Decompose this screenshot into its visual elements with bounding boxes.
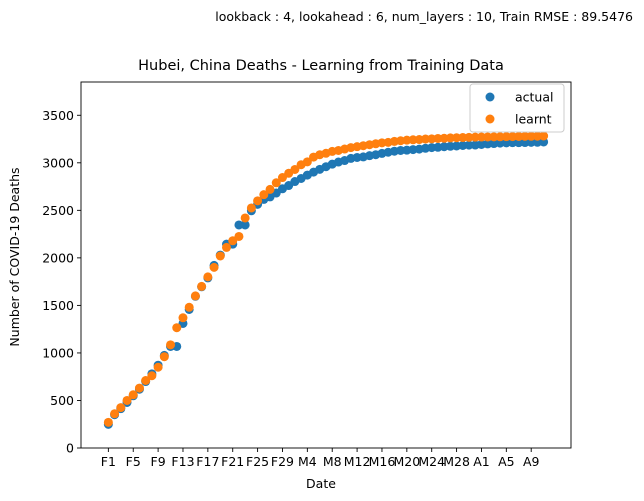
y-tick-label-5: 2500 xyxy=(42,203,74,218)
point-learnt-32 xyxy=(302,157,312,167)
point-actual-58 xyxy=(464,140,474,150)
x-tick-label-16: A5 xyxy=(498,454,515,469)
point-actual-22 xyxy=(240,220,250,230)
x-axis-label: Date xyxy=(306,476,336,491)
point-learnt-1 xyxy=(110,409,120,419)
x-tick-label-5: F21 xyxy=(221,454,244,469)
legend-label-learnt: learnt xyxy=(515,112,552,127)
point-learnt-15 xyxy=(197,281,207,291)
point-learnt-65 xyxy=(508,132,518,142)
point-learnt-25 xyxy=(259,190,269,200)
x-tick-label-8: M4 xyxy=(298,454,317,469)
legend: actual learnt xyxy=(469,83,565,133)
y-tick-label-0: 0 xyxy=(66,441,74,456)
chart-title: Hubei, China Deaths - Learning from Trai… xyxy=(138,58,504,74)
point-learnt-64 xyxy=(501,132,511,142)
x-tick-label-11: M16 xyxy=(369,454,396,469)
x-tick-label-4: F17 xyxy=(196,454,219,469)
point-learnt-2 xyxy=(116,403,126,413)
x-tick-label-1: F5 xyxy=(126,454,141,469)
point-learnt-11 xyxy=(172,323,182,333)
y-tick-label-3: 1500 xyxy=(42,298,74,313)
y-tick-label-4: 2000 xyxy=(42,250,74,265)
x-tick-label-9: M8 xyxy=(323,454,342,469)
point-learnt-59 xyxy=(470,132,480,142)
point-learnt-68 xyxy=(526,131,536,141)
point-learnt-8 xyxy=(153,362,163,372)
x-tick-label-2: F9 xyxy=(151,454,166,469)
point-learnt-9 xyxy=(159,352,169,362)
point-learnt-61 xyxy=(483,132,493,142)
x-tick-label-17: A9 xyxy=(523,454,540,469)
point-learnt-6 xyxy=(141,376,151,385)
point-learnt-3 xyxy=(122,395,132,405)
point-learnt-14 xyxy=(190,291,200,301)
point-learnt-21 xyxy=(234,231,244,241)
x-tick-label-7: F29 xyxy=(271,454,294,469)
point-actual-66 xyxy=(514,138,524,148)
point-learnt-7 xyxy=(147,371,157,381)
point-learnt-66 xyxy=(514,131,524,141)
point-learnt-13 xyxy=(184,302,194,312)
x-tick-label-10: M12 xyxy=(344,454,371,469)
point-learnt-16 xyxy=(203,272,213,282)
legend-marker-actual xyxy=(485,92,495,102)
x-tick-label-6: F25 xyxy=(246,454,269,469)
y-tick-label-7: 3500 xyxy=(42,108,74,123)
x-tick-label-15: A1 xyxy=(473,454,490,469)
y-tick-label-1: 500 xyxy=(50,393,74,408)
plot-marks xyxy=(103,131,549,429)
point-learnt-62 xyxy=(489,132,499,142)
point-actual-21 xyxy=(234,220,244,230)
x-tick-label-14: M28 xyxy=(443,454,470,469)
point-learnt-60 xyxy=(476,132,486,142)
point-learnt-4 xyxy=(128,390,138,400)
point-learnt-30 xyxy=(290,164,300,174)
legend-label-actual: actual xyxy=(515,90,554,105)
point-learnt-0 xyxy=(103,417,113,427)
x-tick-label-12: M20 xyxy=(393,454,420,469)
figure-suptitle: lookback : 4, lookahead : 6, num_layers … xyxy=(215,9,633,24)
point-learnt-22 xyxy=(240,213,250,223)
point-learnt-23 xyxy=(246,203,256,213)
point-learnt-70 xyxy=(539,131,549,141)
point-learnt-12 xyxy=(178,313,188,323)
legend-marker-learnt xyxy=(485,114,495,124)
point-learnt-24 xyxy=(253,196,263,206)
point-learnt-67 xyxy=(520,131,530,141)
y-tick-label-2: 1000 xyxy=(42,345,74,360)
point-learnt-17 xyxy=(209,262,219,272)
x-tick-label-0: F1 xyxy=(101,454,116,469)
x-tick-label-3: F13 xyxy=(171,454,194,469)
y-tick-label-6: 3000 xyxy=(42,155,74,170)
point-learnt-10 xyxy=(166,340,176,350)
point-learnt-19 xyxy=(222,242,232,252)
y-axis-label: Number of COVID-19 Deaths xyxy=(7,167,22,346)
point-learnt-26 xyxy=(265,184,275,194)
x-tick-label-13: M24 xyxy=(418,454,445,469)
point-learnt-63 xyxy=(495,132,505,142)
axes: 0 500 1000 1500 2000 2500 3000 3500 F1 F5 F9 F13 F17… xyxy=(42,81,572,469)
plot-frame xyxy=(80,81,572,449)
point-learnt-18 xyxy=(215,251,225,261)
point-learnt-5 xyxy=(134,383,144,393)
point-learnt-27 xyxy=(271,178,281,188)
